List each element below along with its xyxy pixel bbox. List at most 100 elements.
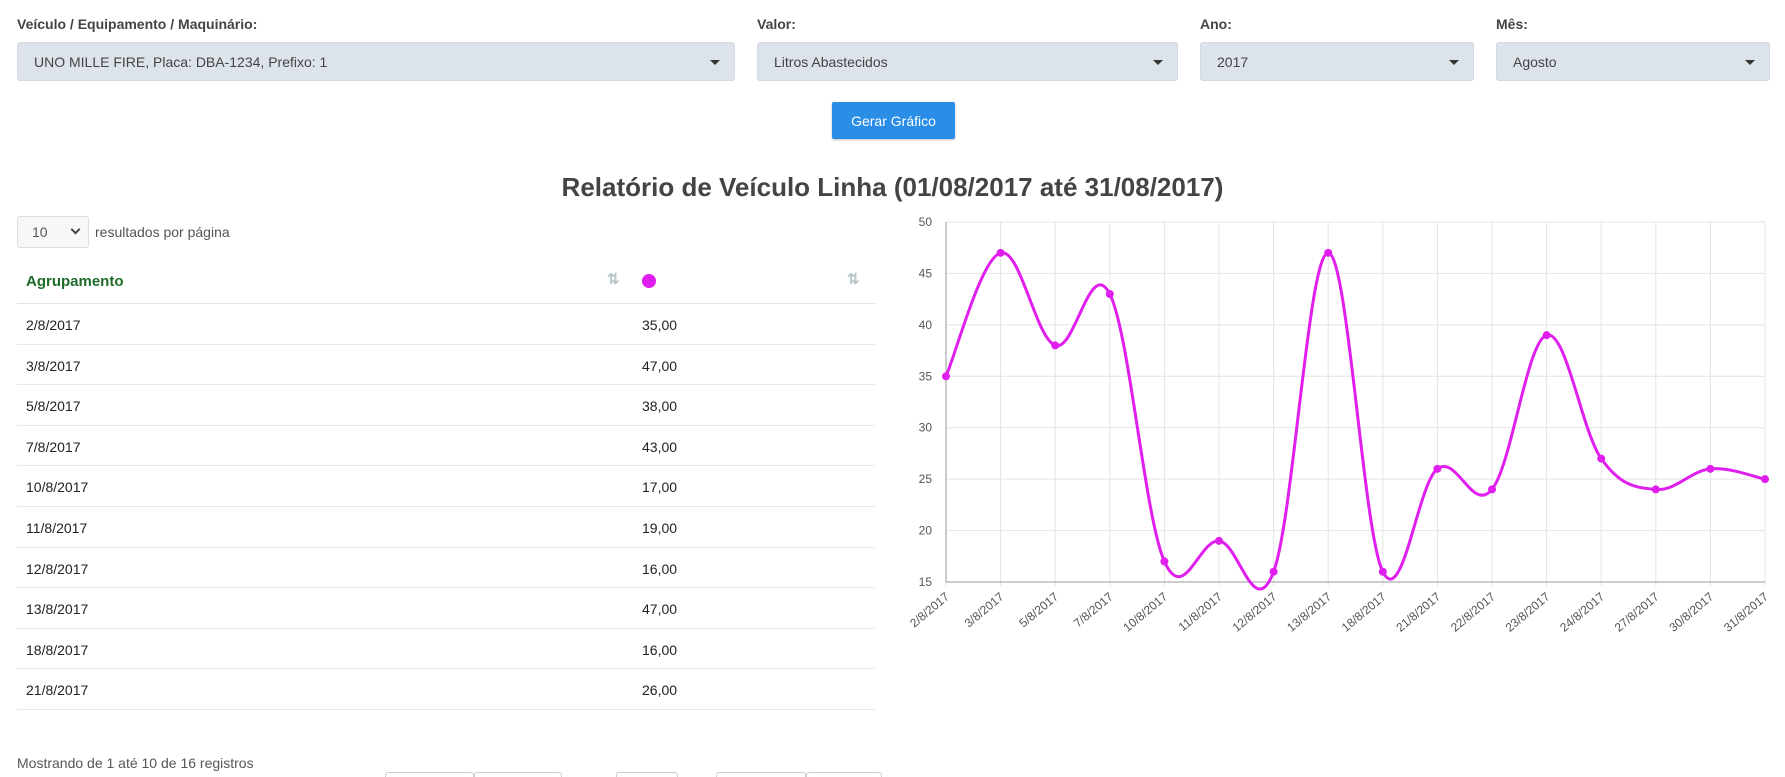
mes-label: Mês: bbox=[1496, 16, 1528, 32]
y-tick-label: 45 bbox=[919, 266, 933, 280]
caret-down-icon bbox=[1449, 60, 1459, 65]
data-point bbox=[1488, 485, 1496, 494]
data-point bbox=[1269, 567, 1278, 576]
x-tick-label: 10/8/2017 bbox=[1120, 589, 1170, 634]
y-tick-label: 25 bbox=[919, 472, 933, 486]
data-point bbox=[942, 372, 950, 381]
data-point bbox=[1051, 341, 1060, 350]
x-tick-label: 31/8/2017 bbox=[1721, 589, 1771, 634]
row-value: 16,00 bbox=[642, 560, 678, 577]
sort-icon[interactable]: ⇅ bbox=[607, 271, 620, 288]
row-value: 19,00 bbox=[642, 519, 678, 536]
data-point bbox=[1542, 331, 1551, 340]
row-value: 35,00 bbox=[642, 317, 678, 333]
y-tick-label: 50 bbox=[919, 215, 933, 229]
y-tick-label: 40 bbox=[919, 318, 933, 332]
valor-label: Valor: bbox=[757, 16, 796, 32]
row-date: 3/8/2017 bbox=[26, 357, 81, 374]
ano-select[interactable]: 2017 bbox=[1200, 42, 1474, 81]
data-point bbox=[1761, 475, 1769, 484]
data-point bbox=[996, 248, 1005, 257]
x-tick-label: 22/8/2017 bbox=[1448, 589, 1498, 634]
x-tick-label: 3/8/2017 bbox=[962, 589, 1007, 630]
x-tick-label: 23/8/2017 bbox=[1503, 589, 1553, 634]
vehicle-select-value: UNO MILLE FIRE, Placa: DBA-1234, Prefixo… bbox=[34, 53, 328, 70]
caret-down-icon bbox=[1153, 60, 1163, 65]
valor-field: Valor: Litros Abastecidos bbox=[757, 16, 1178, 81]
row-date: 18/8/2017 bbox=[26, 641, 89, 658]
y-tick-label: 15 bbox=[919, 575, 933, 589]
sort-icon[interactable]: ⇅ bbox=[847, 271, 860, 288]
data-point bbox=[1433, 464, 1442, 473]
mes-field: Mês: Agosto bbox=[1496, 16, 1770, 81]
pagination-info: Mostrando de 1 até 10 de 16 registros bbox=[17, 755, 254, 771]
column-header-agrupamento[interactable]: Agrupamento bbox=[26, 273, 124, 290]
chevron-down-icon bbox=[70, 224, 81, 235]
table-row: 21/8/2017 26,00 bbox=[17, 669, 875, 710]
series-line bbox=[944, 251, 1766, 591]
y-tick-label: 20 bbox=[919, 524, 933, 538]
pagination-previous-button[interactable] bbox=[474, 772, 562, 777]
row-value: 17,00 bbox=[642, 479, 678, 496]
ano-field: Ano: 2017 bbox=[1200, 16, 1474, 81]
pagination-next-button[interactable] bbox=[716, 772, 806, 777]
per-page-label: resultados por página bbox=[95, 224, 230, 240]
pagination-first-button[interactable] bbox=[385, 772, 474, 777]
row-value: 47,00 bbox=[642, 601, 678, 618]
x-tick-label: 2/8/2017 bbox=[907, 589, 952, 630]
caret-down-icon bbox=[1745, 60, 1755, 65]
x-tick-label: 27/8/2017 bbox=[1612, 589, 1662, 634]
table-row: 11/8/2017 19,00 bbox=[17, 507, 875, 548]
report-title: Relatório de Veículo Linha (01/08/2017 a… bbox=[561, 172, 1224, 202]
row-date: 7/8/2017 bbox=[26, 438, 81, 455]
mes-select-value: Agosto bbox=[1513, 53, 1557, 70]
pagination-page-button[interactable] bbox=[616, 772, 678, 777]
valor-select[interactable]: Litros Abastecidos bbox=[757, 42, 1178, 81]
series-color-dot[interactable] bbox=[642, 274, 656, 288]
data-point bbox=[1706, 464, 1715, 473]
table-row: 13/8/2017 47,00 bbox=[17, 588, 875, 629]
table-row: 7/8/2017 43,00 bbox=[17, 426, 875, 467]
pagination-last-button[interactable] bbox=[806, 772, 882, 777]
table-row: 12/8/2017 16,00 bbox=[17, 548, 875, 589]
table-body: 2/8/2017 35,00 3/8/2017 47,00 5/8/2017 38,00 7… bbox=[17, 304, 875, 710]
x-tick-label: 11/8/2017 bbox=[1176, 589, 1225, 634]
line-chart: 15 20 25 30 35 40 45 50 2/8/2017 3/8/2017 5/8/2017… bbox=[907, 215, 1771, 635]
per-page-control: 10 resultados por página bbox=[17, 216, 230, 248]
valor-select-value: Litros Abastecidos bbox=[774, 53, 888, 70]
vehicle-label: Veículo / Equipamento / Maquinário: bbox=[17, 16, 258, 32]
vehicle-field: Veículo / Equipamento / Maquinário: UNO … bbox=[17, 16, 735, 81]
x-tick-label: 13/8/2017 bbox=[1284, 589, 1334, 634]
data-table: Agrupamento ⇅ ⇅ 2/8/2017 35,00 3/8/2017 47,… bbox=[17, 258, 875, 710]
mes-select[interactable]: Agosto bbox=[1496, 42, 1770, 81]
row-date: 5/8/2017 bbox=[26, 398, 81, 415]
table-header: Agrupamento ⇅ ⇅ bbox=[17, 258, 875, 304]
data-point bbox=[1378, 567, 1387, 576]
row-value: 43,00 bbox=[642, 438, 678, 455]
row-date: 11/8/2017 bbox=[26, 519, 88, 536]
x-tick-label: 7/8/2017 bbox=[1071, 589, 1116, 630]
table-row: 2/8/2017 35,00 bbox=[17, 304, 875, 345]
per-page-value: 10 bbox=[32, 224, 48, 240]
x-tick-label: 5/8/2017 bbox=[1016, 589, 1061, 630]
x-tick-label: 21/8/2017 bbox=[1393, 589, 1443, 634]
row-value: 16,00 bbox=[642, 641, 678, 658]
data-point bbox=[1324, 248, 1333, 257]
ano-label: Ano: bbox=[1200, 16, 1232, 32]
vehicle-select[interactable]: UNO MILLE FIRE, Placa: DBA-1234, Prefixo… bbox=[17, 42, 735, 81]
generate-chart-button[interactable]: Gerar Gráfico bbox=[832, 102, 955, 139]
row-date: 2/8/2017 bbox=[26, 317, 81, 333]
table-row: 18/8/2017 16,00 bbox=[17, 629, 875, 670]
per-page-select[interactable]: 10 bbox=[17, 216, 89, 248]
row-date: 21/8/2017 bbox=[26, 682, 89, 699]
table-row: 5/8/2017 38,00 bbox=[17, 385, 875, 426]
x-tick-label: 18/8/2017 bbox=[1339, 589, 1389, 634]
x-tick-label: 30/8/2017 bbox=[1666, 589, 1716, 634]
row-value: 47,00 bbox=[642, 357, 678, 374]
data-point bbox=[1105, 290, 1114, 298]
row-date: 12/8/2017 bbox=[26, 560, 89, 577]
data-point bbox=[1597, 454, 1606, 463]
y-tick-label: 30 bbox=[919, 421, 933, 435]
x-tick-label: 24/8/2017 bbox=[1557, 589, 1607, 634]
x-tick-label: 12/8/2017 bbox=[1230, 589, 1280, 634]
